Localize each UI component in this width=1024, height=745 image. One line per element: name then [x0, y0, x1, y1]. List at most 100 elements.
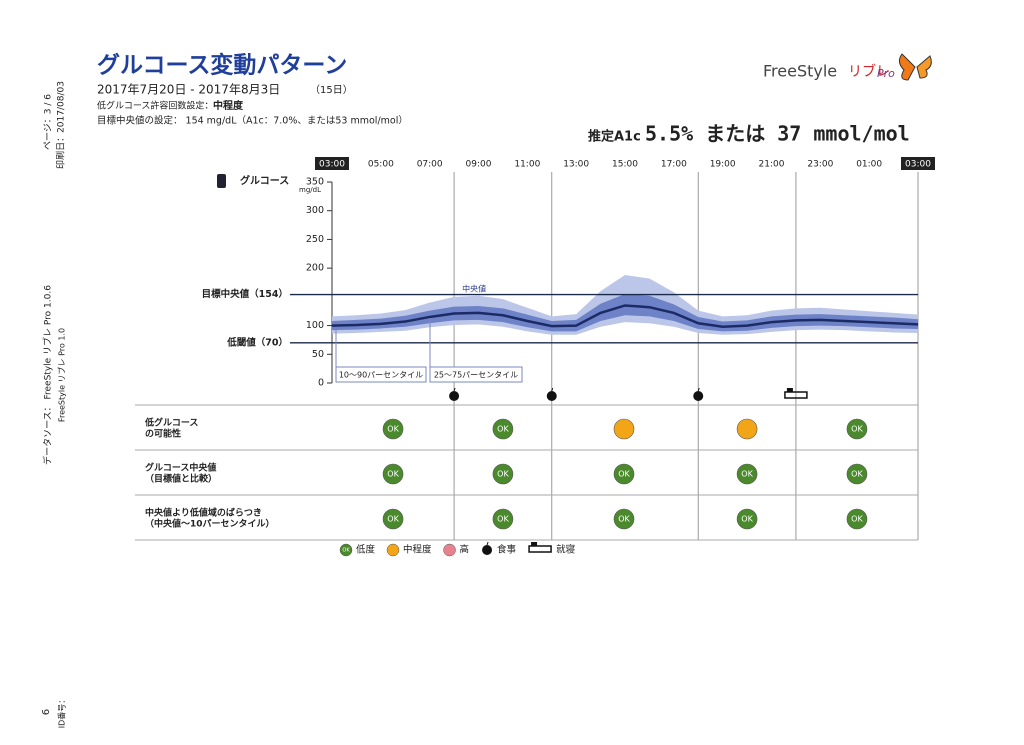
y-tick-label: 300 [306, 205, 324, 216]
software: FreeStyle リブレ Pro 1.0 [57, 328, 67, 422]
x-tick-label: 19:00 [710, 160, 736, 170]
logo-pro: Pro [877, 67, 895, 80]
status-label: OK [618, 515, 630, 524]
median-line [331, 304, 919, 328]
median-label: 中央値 [462, 283, 486, 293]
event-icon-stem [453, 387, 456, 392]
status-label: OK [497, 470, 509, 479]
status-circle [846, 418, 868, 440]
reference-label: 目標中央値（154） [202, 288, 288, 300]
status-circle [492, 508, 514, 530]
butterfly [898, 53, 932, 81]
status-label: OK [387, 425, 399, 434]
event-icon [693, 391, 704, 401]
row-label: グルコース中央値 [145, 462, 216, 474]
setting-value: 中程度 [213, 99, 244, 112]
x-tick-label: 07:00 [417, 160, 443, 170]
x-tick-label: 13:00 [563, 160, 589, 170]
legend-swatch [443, 543, 456, 557]
status-circle [736, 508, 758, 530]
print-date: 印刷日：2017/08/03 [55, 81, 67, 169]
x-tick-label: 15:00 [612, 160, 638, 170]
event-icon [784, 391, 808, 399]
x-tick-label: 05:00 [368, 160, 394, 170]
legend-label: 食事 [497, 544, 517, 556]
legend-label: 中程度 [403, 544, 432, 556]
status-circle [382, 418, 404, 440]
row-label: の可能性 [145, 428, 181, 440]
row-label: 低グルコース [144, 417, 198, 429]
a1c-value: 5.5% または 37 mmol/mol [645, 122, 910, 146]
status-label: OK [741, 515, 753, 524]
target-setting: 目標中央値の設定： 154 mg/dL（A1c：7.0%、または53 mmol/… [97, 115, 408, 127]
row-label: 中央値より低値域のばらつき [145, 507, 262, 519]
x-tick-label: 09:00 [466, 160, 492, 170]
row-label: （中央値～10パーセンタイル） [145, 518, 275, 530]
legend-icon [528, 545, 552, 553]
x-tick-box [315, 157, 349, 170]
band-legend-box [335, 366, 427, 383]
status-circle [492, 418, 514, 440]
id-label: ID番号： [57, 696, 67, 729]
date-range: 2017年7月20日 - 2017年8月3日 [97, 83, 280, 97]
y-tick-label: 0 [318, 378, 324, 389]
page-number: ページ：3 / 6 [44, 94, 54, 150]
x-tick-label: 11:00 [514, 160, 540, 170]
status-label: OK [851, 425, 863, 434]
status-circle [492, 463, 514, 485]
a1c-label: 推定A1c [588, 129, 641, 145]
data-source: データソース： FreeStyle リブレ Pro 1.0.6 [42, 285, 54, 465]
status-circle [382, 463, 404, 485]
status-label: OK [497, 515, 509, 524]
status-label: OK [387, 515, 399, 524]
x-tick-label: 23:00 [807, 160, 833, 170]
y-tick-label: 100 [306, 320, 324, 331]
x-tick-label: 01:00 [856, 160, 882, 170]
status-circle [613, 418, 635, 440]
status-circle [382, 508, 404, 530]
legend-icon-stem [486, 541, 489, 546]
status-label: OK [497, 425, 509, 434]
status-circle [846, 508, 868, 530]
setting-label: 低グルコース許容回数設定： [97, 100, 213, 112]
event-icon-stem [551, 387, 554, 392]
legend-swatch [339, 543, 353, 557]
x-tick-label: 03:00 [905, 160, 931, 170]
event-icon [546, 391, 557, 401]
legend-label: 就寝 [556, 544, 576, 556]
title: グルコース変動パターン [97, 52, 347, 79]
reference-label: 低閾値（70） [226, 336, 288, 348]
status-circle [613, 508, 635, 530]
y-unit: mg/dL [299, 186, 321, 194]
row-label: （目標値と比較） [145, 473, 217, 485]
x-tick-label: 17:00 [661, 160, 687, 170]
status-label: OK [387, 470, 399, 479]
x-tick-label: 03:00 [319, 160, 345, 170]
band-legend-box [429, 366, 523, 383]
status-label: OK [741, 470, 753, 479]
band-legend-label: 25～75パーセンタイル [434, 371, 518, 380]
logo: FreeStyle [763, 62, 837, 81]
y-tick-label: 200 [306, 263, 324, 274]
days: （15日） [310, 84, 353, 96]
status-circle [736, 463, 758, 485]
y-tick-label: 350 [306, 177, 324, 188]
legend-icon [482, 545, 493, 555]
legend-icon-pillow [531, 542, 538, 546]
event-icon-stem [697, 387, 700, 392]
x-tick-label: 21:00 [759, 160, 785, 170]
y-tick-label: 50 [312, 349, 324, 360]
y-tick-label: 250 [306, 234, 324, 245]
status-label: OK [851, 515, 863, 524]
sensor-icon [217, 174, 226, 188]
series-label: グルコース [240, 174, 289, 187]
status-circle [613, 463, 635, 485]
status-circle [736, 418, 758, 440]
legend-swatch-label: OK [342, 548, 350, 554]
status-label: OK [618, 470, 630, 479]
legend-label: 高 [460, 544, 470, 556]
logo-sub: リブレ [848, 63, 890, 80]
legend-swatch [386, 543, 400, 557]
event-icon [449, 391, 460, 401]
